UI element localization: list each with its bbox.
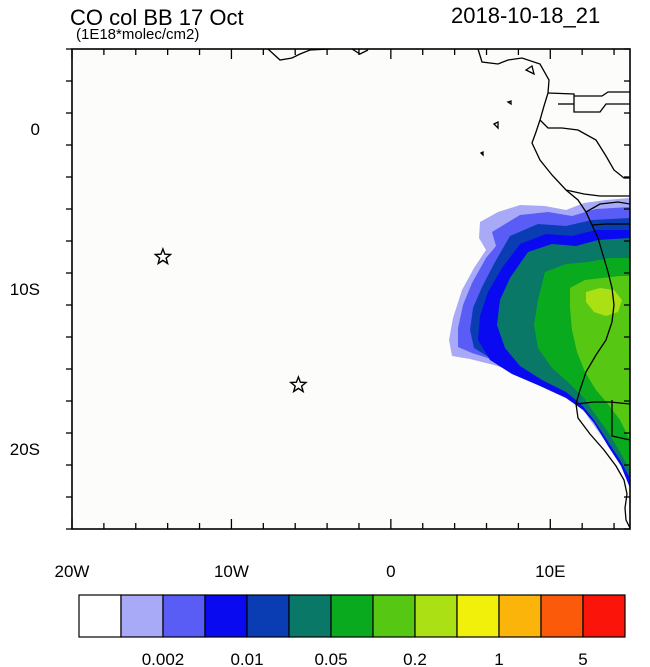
x-tick-label: 10E [535, 562, 565, 581]
x-tick-label: 10W [214, 562, 249, 581]
colorbar-swatch [204, 594, 248, 638]
co-contour-02 [570, 276, 630, 440]
colorbar-label: 0.002 [142, 650, 185, 667]
y-tick-label: 0 [31, 120, 40, 139]
map-title: CO col BB 17 Oct [70, 5, 244, 30]
coastlines [267, 49, 630, 529]
colorbar-swatch [582, 594, 626, 638]
colorbar-swatch [456, 594, 500, 638]
axis-ticks [66, 48, 630, 530]
timestamp: 2018-10-18_21 [451, 3, 601, 28]
colorbar-label: 0.2 [403, 650, 427, 667]
y-tick-label: 10S [10, 280, 40, 299]
colorbar-swatch [498, 594, 542, 638]
colorbar-swatch [288, 594, 332, 638]
colorbar-swatch [414, 594, 458, 638]
x-tick-label: 20W [55, 562, 90, 581]
colorbar-swatch [330, 594, 374, 638]
units-label: (1E18*molec/cm2) [76, 26, 200, 43]
colorbar-swatch [120, 594, 164, 638]
colorbar-swatch [246, 594, 290, 638]
x-axis-labels: 20W 10W 0 10E [55, 562, 566, 581]
colorbar-swatch [540, 594, 584, 638]
markers [153, 247, 308, 394]
colorbar-swatch [78, 594, 122, 638]
colorbar-swatch [162, 594, 206, 638]
y-axis-labels: 0 10S 20S [10, 120, 40, 459]
colorbar [78, 594, 626, 638]
colorbar-swatch [372, 594, 416, 638]
co-plume [449, 198, 630, 488]
colorbar-label: 1 [494, 650, 503, 667]
star-marker [288, 375, 308, 394]
colorbar-labels: 0.002 0.01 0.05 0.2 1 5 [142, 650, 588, 667]
colorbar-label: 0.05 [314, 650, 347, 667]
colorbar-label: 0.01 [230, 650, 263, 667]
star-marker [153, 247, 173, 266]
plot-frame [71, 48, 631, 530]
colorbar-label: 5 [578, 650, 587, 667]
x-tick-label: 0 [386, 562, 395, 581]
y-tick-label: 20S [10, 440, 40, 459]
